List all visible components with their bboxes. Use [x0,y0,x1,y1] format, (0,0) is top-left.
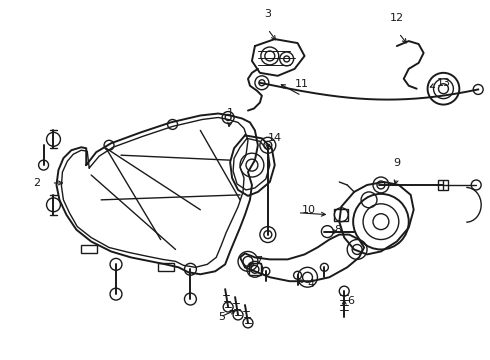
Text: 10: 10 [301,205,316,215]
Bar [158,264,173,271]
Text: 2: 2 [33,178,40,188]
Bar [81,246,97,253]
Text: 7: 7 [255,256,262,266]
Text: 14: 14 [268,133,282,143]
Text: 9: 9 [393,158,400,168]
Text: 4: 4 [308,279,315,289]
Text: 11: 11 [294,79,309,89]
Text: 6: 6 [347,296,354,306]
Text: 3: 3 [264,9,271,19]
Bar [249,264,261,275]
Text: 13: 13 [437,78,450,88]
Text: 8: 8 [334,225,342,235]
Text: 1: 1 [226,108,234,118]
Bar [334,209,348,221]
Text: 12: 12 [390,13,404,23]
Text: 5: 5 [218,312,225,322]
